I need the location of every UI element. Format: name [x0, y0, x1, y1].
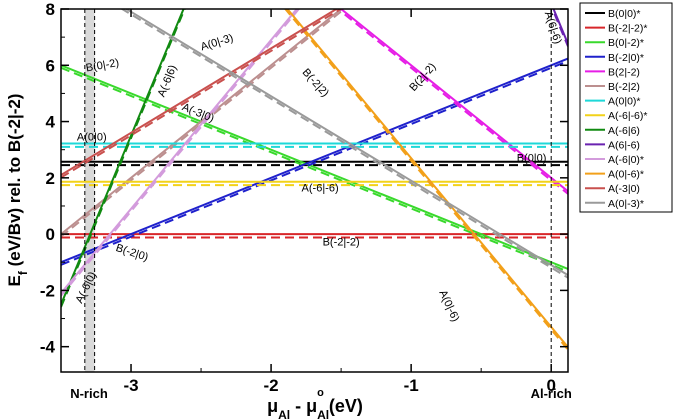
y-axis-title: Ef (eV/Bv) rel. to B(-2|-2) [5, 94, 30, 287]
legend-label-b-2-2: B(2|-2) [608, 66, 640, 78]
y-tick-label: 6 [46, 56, 55, 75]
series-line-b-2-2 [61, 9, 343, 235]
y-tick-label: -2 [40, 281, 55, 300]
vertical-lines-layer [84, 9, 552, 372]
shaded-band-layer [84, 9, 95, 372]
series-dashed-line-b-2-2 [61, 9, 346, 238]
region-label-n-rich: N-rich [70, 386, 108, 401]
x-tick-label: 0 [546, 376, 555, 395]
series-line-b-2-0 [61, 57, 568, 264]
x-axis-title-sub1: Al [278, 408, 290, 420]
series-line-a-0-6 [286, 9, 568, 348]
legend-label-a-6-6: A(-6|-6)* [608, 110, 647, 122]
y-tick-label: 4 [46, 113, 56, 132]
legend-label-b-2-2: B(-2|2) [608, 81, 640, 93]
legend-label-b-0-0: B(0|0)* [608, 8, 641, 20]
series-line-a-3-0 [61, 9, 339, 176]
legend-label-a-3-0: A(-3|0) [608, 183, 640, 195]
y-tick-label: 0 [46, 225, 55, 244]
series-dashed-line-a-0-6 [284, 9, 568, 351]
legend-label-b-2-0: B(-2|0)* [608, 52, 644, 64]
tick-layer: -3 -2 -1 0 -4 -2 0 2 4 6 8 [40, 0, 568, 395]
annotation-b-2-2: B(-2|-2) [323, 236, 360, 248]
x-axis-title-sup2: o [317, 387, 324, 399]
series-dashed-line-a-0-3 [120, 9, 568, 279]
shaded-band [84, 9, 95, 372]
plot-frame [60, 8, 569, 373]
y-tick-label: 8 [46, 0, 55, 19]
annotation-a-0-0: A(0|0) [77, 132, 107, 144]
legend-label-a-6-6: A(-6|6) [608, 125, 640, 137]
legend-label-a-0-0: A(0|0)* [608, 96, 641, 108]
y-axis-title-sub: f [16, 270, 30, 275]
series-line-a-0-3 [124, 9, 568, 277]
x-tick-label: -1 [404, 376, 419, 395]
x-axis-title: μAl - μAlo (eV) [267, 387, 363, 420]
x-axis-title-sub2: Al [317, 408, 329, 420]
legend-label-b-2-2: B(-2|-2)* [608, 23, 647, 35]
legend-label-b-0-2: B(0|-2)* [608, 37, 644, 49]
annotation-a-6-6: A(-6|-6) [302, 182, 339, 194]
y-axis-title-e: E [5, 275, 24, 286]
series-dashed-line-b-2-0 [61, 60, 568, 266]
legend-label-a-6-0: A(-6|0)* [608, 154, 644, 166]
x-tick-label: -2 [264, 376, 279, 395]
series-dashed-line-a-3-0 [61, 9, 343, 179]
series-dashed-line-a-6-0 [61, 9, 301, 297]
x-tick-label: -3 [123, 376, 138, 395]
annotation-b-0-2: B(0|-2) [85, 57, 120, 75]
y-tick-label: -4 [40, 338, 56, 357]
y-tick-label: 2 [46, 169, 55, 188]
legend-label-a-6-6: A(6|-6) [608, 139, 640, 151]
annotation-b-0-0: B(0|0) [517, 153, 547, 165]
series-line-b-2-2 [339, 9, 568, 193]
x-axis-title-units: (eV) [324, 396, 363, 416]
y-axis-title-rest: (eV/Bv) rel. to B(-2|-2) [5, 94, 24, 272]
region-label-layer: N-rich Al-rich [70, 386, 572, 401]
region-label-al-rich: Al-rich [531, 386, 572, 401]
series-layer [61, 9, 568, 351]
legend-box [579, 2, 673, 213]
legend-label-a-0-3: A(0|-3)* [608, 198, 644, 210]
legend: B(0|0)* B(-2|-2)* B(0|-2)* B(-2|0)* B(2|-2) B… [585, 8, 647, 210]
legend-label-a-0-6: A(0|-6)* [608, 169, 644, 181]
x-axis-title-mid: - μ [290, 396, 317, 416]
x-axis-title-mu: μ [267, 396, 278, 416]
series-line-a-6-6 [61, 9, 185, 305]
series-line-a-6-0 [61, 9, 299, 294]
